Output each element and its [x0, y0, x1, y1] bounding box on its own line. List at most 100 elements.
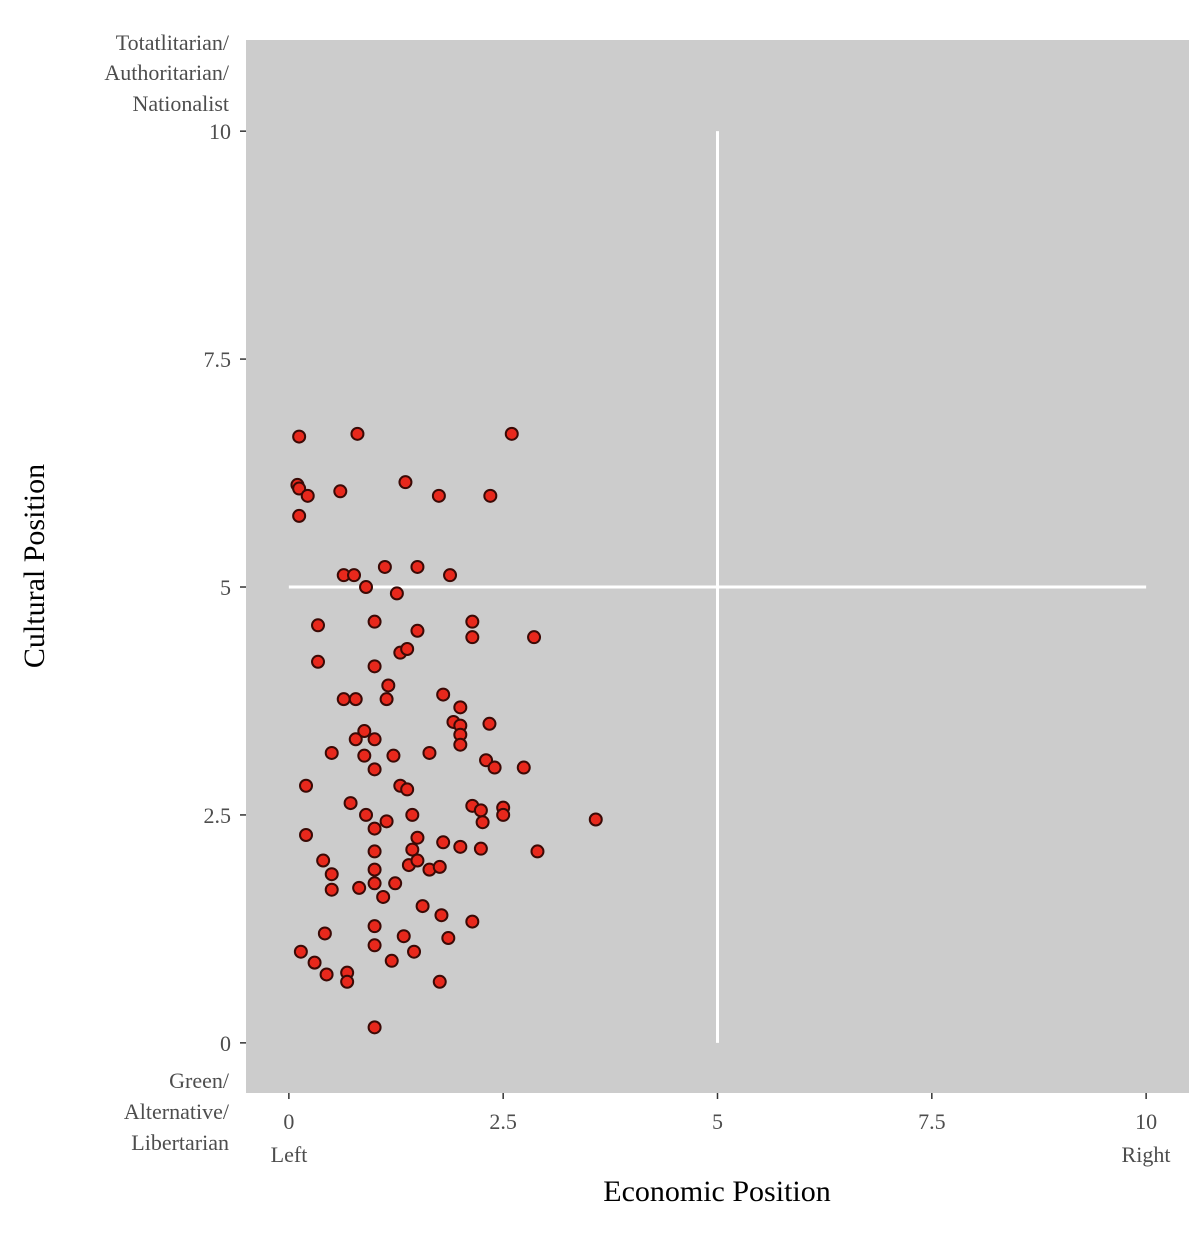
data-point — [527, 630, 542, 645]
data-point — [482, 716, 497, 731]
x-axis-title: Economic Position — [603, 1175, 831, 1208]
y-axis-title: Cultural Position — [18, 464, 51, 668]
y-tick-label: 5 — [220, 575, 231, 600]
data-point — [367, 876, 382, 891]
data-point — [379, 692, 394, 707]
data-point — [588, 812, 603, 827]
y-tick-label: 7.5 — [204, 347, 232, 372]
data-point — [465, 914, 480, 929]
data-point — [405, 842, 420, 857]
x-tick-label: 0 — [283, 1109, 294, 1134]
data-point — [405, 807, 420, 822]
y-tick-label: 10 — [209, 119, 231, 144]
data-point — [415, 899, 430, 914]
y-axis-ticks: 0 2.5 5 7.5 10 — [204, 119, 246, 1056]
data-point — [400, 782, 415, 797]
data-point — [357, 724, 372, 739]
data-point — [350, 426, 365, 441]
data-point — [443, 568, 458, 583]
y-top-label-line-2: Authoritarian/ — [104, 60, 230, 85]
data-point — [292, 481, 307, 496]
x-tick-label: 7.5 — [918, 1109, 946, 1134]
data-point — [384, 953, 399, 968]
data-point — [436, 687, 451, 702]
data-point — [319, 967, 334, 982]
data-point — [483, 488, 498, 503]
data-point — [340, 974, 355, 989]
data-point — [324, 867, 339, 882]
data-point — [359, 807, 374, 822]
data-point — [388, 876, 403, 891]
data-point — [367, 762, 382, 777]
data-point — [300, 488, 315, 503]
data-points — [290, 426, 603, 1035]
data-point — [400, 642, 415, 657]
data-point — [465, 630, 480, 645]
data-point — [434, 908, 449, 923]
x-tick-label: 5 — [712, 1109, 723, 1134]
data-point — [396, 929, 411, 944]
data-point — [292, 508, 307, 523]
data-point — [496, 807, 511, 822]
x-tick-label: 10 — [1135, 1109, 1157, 1134]
data-point — [367, 614, 382, 629]
data-point — [367, 659, 382, 674]
data-point — [367, 821, 382, 836]
data-point — [324, 745, 339, 760]
data-point — [432, 974, 447, 989]
data-point — [475, 815, 490, 830]
data-point — [398, 475, 413, 490]
data-point — [379, 814, 394, 829]
data-point — [347, 568, 362, 583]
data-point — [317, 926, 332, 941]
data-point — [367, 862, 382, 877]
data-point — [381, 678, 396, 693]
data-point — [487, 760, 502, 775]
y-bottom-label-line-3: Libertarian — [131, 1130, 229, 1155]
data-point — [343, 796, 358, 811]
data-point — [410, 830, 425, 845]
x-left-label: Left — [271, 1142, 308, 1167]
data-point — [307, 955, 322, 970]
data-point — [473, 841, 488, 856]
y-tick-label: 0 — [220, 1031, 231, 1056]
data-point — [367, 938, 382, 953]
data-point — [516, 760, 531, 775]
data-point — [316, 853, 331, 868]
data-point — [311, 618, 326, 633]
data-point — [479, 753, 494, 768]
x-right-label: Right — [1122, 1142, 1171, 1167]
data-point — [311, 654, 326, 669]
y-tick-label: 2.5 — [204, 803, 232, 828]
reference-lines — [288, 131, 1147, 1043]
data-point — [389, 586, 404, 601]
y-bottom-label-line-1: Green/ — [169, 1068, 230, 1093]
data-point — [473, 803, 488, 818]
data-point — [410, 853, 425, 868]
data-point — [359, 580, 374, 595]
data-point — [410, 559, 425, 574]
x-tick-label: 2.5 — [489, 1109, 517, 1134]
data-point — [367, 732, 382, 747]
y-top-label-line-1: Totatlitarian/ — [116, 30, 230, 55]
data-point — [324, 882, 339, 897]
data-point — [377, 559, 392, 574]
data-point — [367, 919, 382, 934]
y-top-label-line-3: Nationalist — [132, 91, 229, 116]
data-point — [441, 931, 456, 946]
data-point — [292, 429, 307, 444]
data-point — [431, 488, 446, 503]
data-point — [348, 692, 363, 707]
data-point — [293, 944, 308, 959]
data-point — [348, 732, 363, 747]
data-point — [376, 889, 391, 904]
data-point — [432, 859, 447, 874]
data-point — [453, 839, 468, 854]
data-point — [530, 844, 545, 859]
data-point — [410, 623, 425, 638]
data-point — [453, 700, 468, 715]
data-point — [367, 1020, 382, 1035]
data-point — [465, 614, 480, 629]
data-point — [336, 692, 351, 707]
